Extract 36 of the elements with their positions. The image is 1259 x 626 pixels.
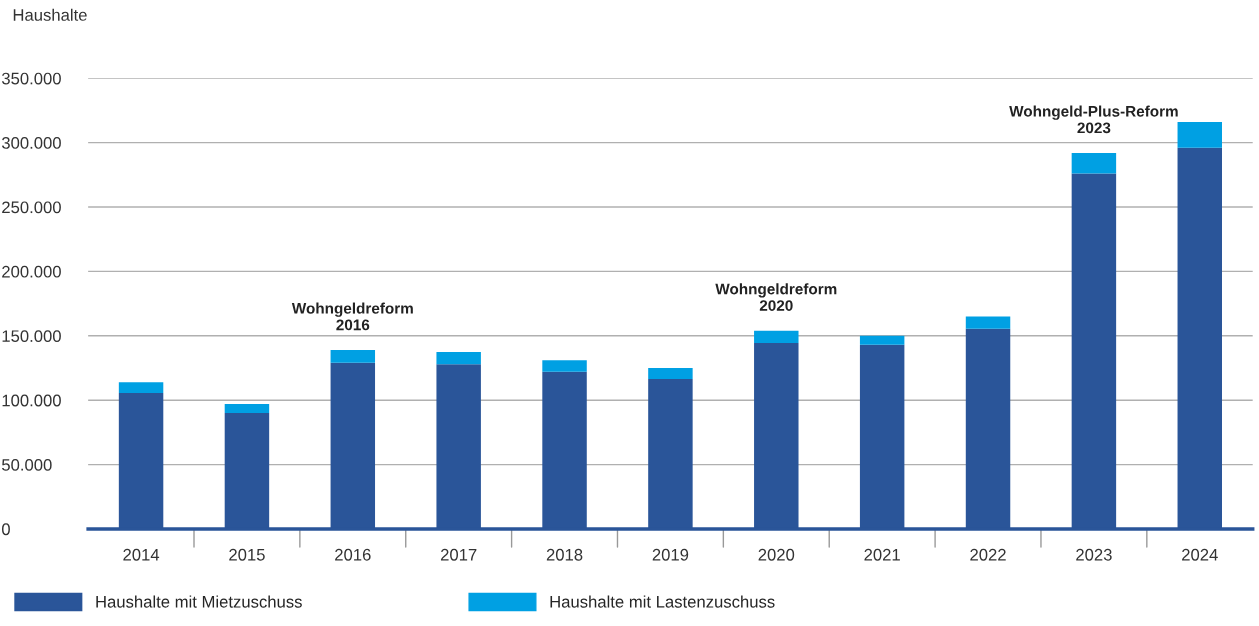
bar <box>224 404 270 414</box>
x-tick-label: 2017 <box>440 548 477 561</box>
bar <box>436 351 481 365</box>
y-tick-label: 250.000 <box>2 201 61 214</box>
x-tick-label: 2015 <box>229 548 265 561</box>
y-axis-title: Haushalte <box>13 8 87 21</box>
bar <box>1177 122 1222 148</box>
y-tick-label: 350.000 <box>1 72 61 85</box>
bar <box>118 382 164 394</box>
bar <box>965 316 1011 329</box>
x-tick-label: 2024 <box>1182 548 1218 561</box>
y-tick-label: 300.000 <box>1 137 61 149</box>
annotation: Wohngeld-Plus-Reform 2023 <box>1009 105 1178 134</box>
annotation: Wohngeldreform 2016 <box>291 302 413 331</box>
y-tick-label: 150.000 <box>2 330 61 343</box>
y-tick-label: 200.000 <box>2 265 61 278</box>
bar <box>330 349 376 363</box>
x-tick-label: 2023 <box>1076 548 1112 561</box>
x-tick-label: 2014 <box>123 548 160 561</box>
x-tick-label: 2021 <box>864 548 900 561</box>
bar <box>542 360 587 372</box>
x-tick-label: 2016 <box>335 548 371 561</box>
x-tick-label: 2019 <box>652 548 689 561</box>
legend-label: Haushalte mit Mietzuschuss <box>96 595 302 608</box>
bar <box>859 335 905 345</box>
legend-label: Haushalte mit Lastenzuschuss <box>550 595 775 608</box>
x-tick-label: 2022 <box>970 548 1006 561</box>
x-tick-label: 2020 <box>758 548 795 561</box>
bar <box>1071 152 1117 174</box>
y-tick-label: 0 <box>1 523 10 536</box>
y-tick-label: 100.000 <box>2 394 61 407</box>
bar <box>754 330 799 343</box>
x-tick-label: 2018 <box>546 548 583 561</box>
annotation: Wohngeldreform 2020 <box>715 283 837 311</box>
y-tick-label: 50.000 <box>1 458 52 471</box>
bar <box>648 368 693 379</box>
